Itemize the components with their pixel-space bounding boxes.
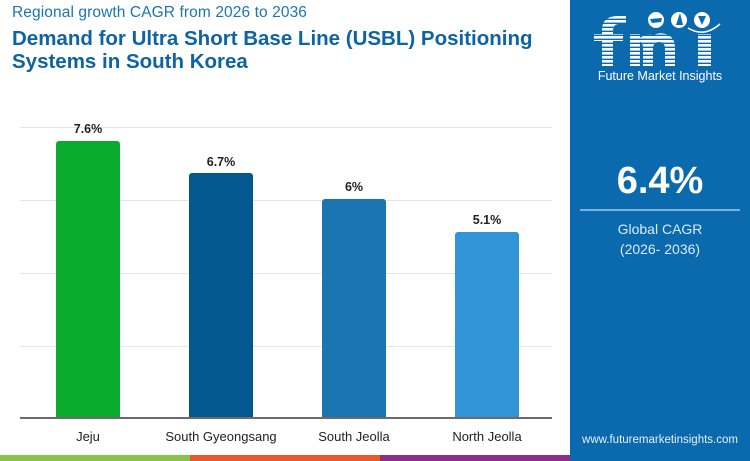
- gridline-4: [20, 273, 552, 274]
- x-tick-label: Jeju: [76, 429, 100, 444]
- plot-area: 7.6% 6.7% 6% 5.1%: [20, 100, 552, 419]
- x-tick-label: North Jeolla: [452, 429, 522, 444]
- x-tick-label: South Gyeongsang: [165, 429, 277, 444]
- logo-subtitle: Future Market Insights: [597, 69, 723, 83]
- global-cagr-label: Global CAGR (2026- 2036): [570, 219, 750, 259]
- footer-strip-orange: [190, 455, 380, 461]
- bar-north-jeolla: [455, 232, 519, 418]
- global-cagr-value: 6.4%: [616, 160, 704, 202]
- global-cagr-period: (2026- 2036): [619, 241, 701, 257]
- gridline-6: [20, 200, 552, 201]
- bar-south-jeolla: [322, 199, 386, 418]
- gridline-2: [20, 346, 552, 347]
- bar-value-label: 6%: [344, 180, 364, 194]
- bar-value-label: 7.6%: [73, 122, 103, 136]
- footer-strip-green: [0, 455, 190, 461]
- x-axis-line: [20, 417, 552, 419]
- x-tick-label: South Jeolla: [318, 429, 390, 444]
- website-link[interactable]: www.futuremarketinsights.com: [582, 434, 738, 446]
- side-panel: Future Market Insights 6.4% Global CAGR …: [570, 0, 750, 461]
- bar-jeju: [56, 141, 120, 418]
- bar-value-label: 5.1%: [472, 213, 502, 227]
- gridline-8: [20, 127, 552, 128]
- global-cagr-title: Global CAGR: [617, 221, 703, 237]
- chart-title: Demand for Ultra Short Base Line (USBL) …: [12, 27, 533, 73]
- fmi-logo-icon: [594, 12, 721, 66]
- bar-south-gyeongsang: [189, 173, 253, 418]
- footer-strip-purple: [380, 455, 570, 461]
- divider: [580, 209, 740, 211]
- bar-value-label: 6.7%: [206, 155, 236, 169]
- chart-subtitle: Regional growth CAGR from 2026 to 2036: [12, 4, 308, 21]
